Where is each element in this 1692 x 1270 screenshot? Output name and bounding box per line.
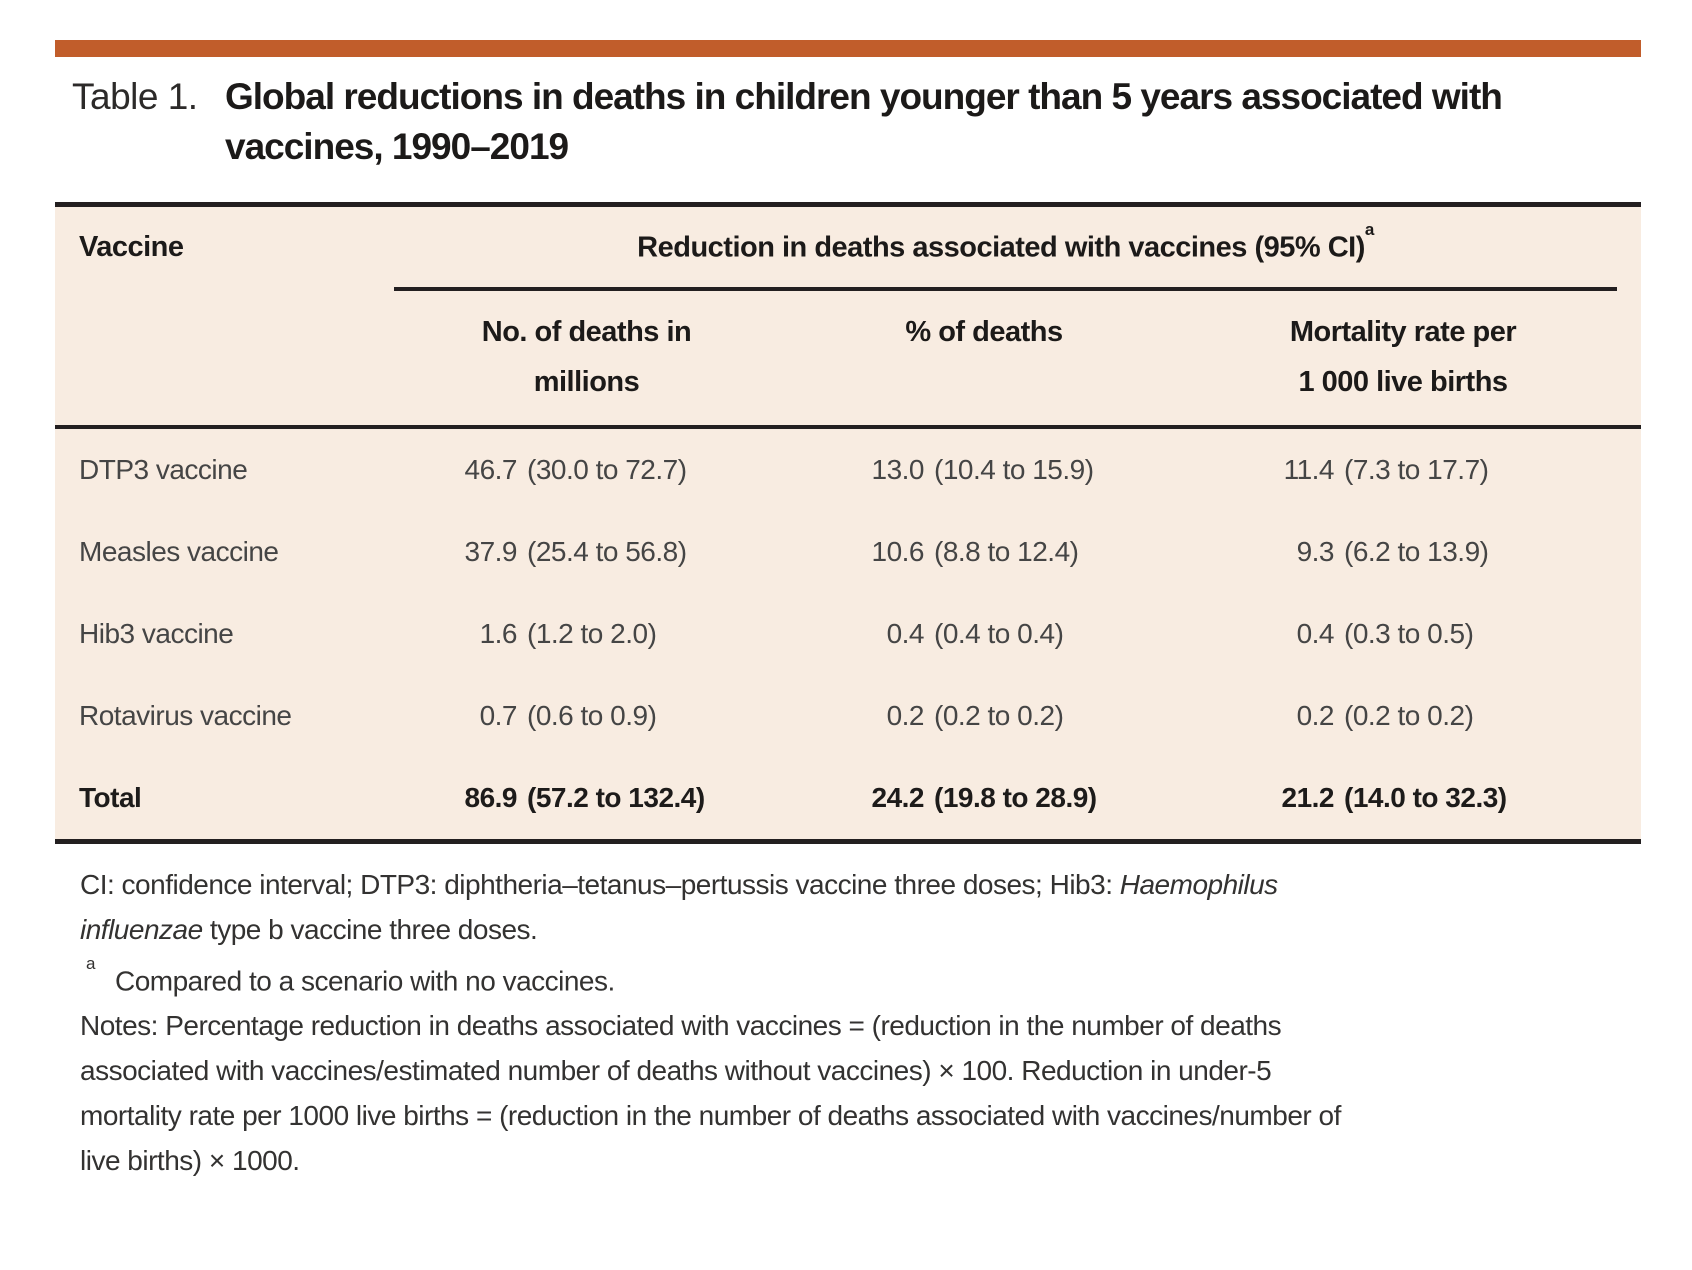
vaccine-name: Total: [79, 781, 142, 813]
column-header-pct-deaths: % of deaths: [779, 307, 1189, 407]
column-header-deaths-millions: No. of deaths in millions: [394, 307, 779, 407]
spanning-column-header: Reduction in deaths associated with vacc…: [394, 220, 1617, 291]
ci-range: (57.2 to 132.4): [527, 781, 705, 813]
subheader-spacer: [79, 307, 394, 407]
cell-deaths-millions: 1.6 (1.2 to 2.0): [394, 617, 779, 651]
ci-range: (30.0 to 72.7): [527, 453, 687, 485]
table-title: Table 1. Global reductions in deaths in …: [72, 72, 1592, 172]
cell-mortality-rate: 9.3 (6.2 to 13.9): [1189, 535, 1617, 569]
cell-pct-deaths: 10.6 (8.8 to 12.4): [779, 535, 1189, 569]
header-line: 1 000 live births: [1298, 365, 1508, 398]
cell-mortality-rate: 0.2 (0.2 to 0.2): [1189, 699, 1617, 733]
table-header-row-1: Vaccine Reduction in deaths associated w…: [79, 207, 1617, 291]
value: 21.2: [1281, 781, 1335, 813]
cell-pct-deaths: 0.4 (0.4 to 0.4): [779, 617, 1189, 651]
footnote-a: a Compared to a scenario with no vaccines…: [80, 952, 1580, 1003]
ci-range: (14.0 to 32.3): [1344, 781, 1507, 813]
abbreviations-line-2: influenzae type b vaccine three doses.: [80, 907, 1580, 952]
value: 1.6: [479, 617, 518, 649]
cell-mortality-rate: 0.4 (0.3 to 0.5): [1189, 617, 1617, 651]
table-title-line2: vaccines, 1990–2019: [225, 126, 569, 167]
cell-mortality-rate: 11.4 (7.3 to 17.7): [1189, 453, 1617, 487]
ci-range: (6.2 to 13.9): [1344, 535, 1489, 567]
spanning-header-text: Reduction in deaths associated with vacc…: [637, 231, 1365, 264]
cell-pct-deaths: 0.2 (0.2 to 0.2): [779, 699, 1189, 733]
value: 86.9: [464, 781, 518, 813]
vaccine-name: Rotavirus vaccine: [79, 699, 292, 731]
ci-range: (10.4 to 15.9): [934, 453, 1094, 485]
abbreviations-line-1: CI: confidence interval; DTP3: diphtheri…: [80, 862, 1580, 907]
value: 13.0: [871, 453, 925, 485]
table-title-text: Global reductions in deaths in children …: [225, 72, 1592, 172]
cell-deaths-millions: 0.7 (0.6 to 0.9): [394, 699, 779, 733]
cell-mortality-rate: 21.2 (14.0 to 32.3): [1189, 781, 1617, 815]
abbreviations-text: type b vaccine three doses.: [202, 914, 538, 945]
cell-pct-deaths: 24.2 (19.8 to 28.9): [779, 781, 1189, 815]
abbreviations-text: CI: confidence interval; DTP3: diphtheri…: [80, 869, 1120, 900]
notes-line-2: associated with vaccines/estimated numbe…: [80, 1055, 1272, 1087]
abbreviations-italic: Haemophilus: [1119, 869, 1278, 900]
vaccine-name: Hib3 vaccine: [79, 617, 234, 649]
cell-deaths-millions: 46.7 (30.0 to 72.7): [394, 453, 779, 487]
table-row-hib3: Hib3 vaccine 1.6 (1.2 to 2.0) 0.4 (0.4 t…: [79, 593, 1617, 675]
header-line: No. of deaths in: [481, 315, 692, 348]
notes-line-4: live births) × 1000.: [80, 1145, 300, 1177]
header-line: Mortality rate per: [1289, 315, 1517, 348]
ci-range: (0.4 to 0.4): [934, 617, 1064, 649]
value: 0.7: [479, 699, 518, 731]
ci-range: (25.4 to 56.8): [527, 535, 687, 567]
cell-deaths-millions: 37.9 (25.4 to 56.8): [394, 535, 779, 569]
value: 0.4: [1296, 617, 1335, 649]
ci-range: (7.3 to 17.7): [1344, 453, 1489, 485]
accent-bar: [55, 40, 1641, 57]
vaccine-name: Measles vaccine: [79, 535, 279, 567]
spanning-header-footnote-marker: a: [1364, 220, 1374, 239]
table-row-measles: Measles vaccine 37.9 (25.4 to 56.8) 10.6…: [79, 511, 1617, 593]
value: 0.2: [886, 699, 925, 731]
header-line: millions: [533, 365, 640, 398]
value: 0.2: [1296, 699, 1335, 731]
value: 11.4: [1283, 453, 1335, 485]
footnote-a-text: Compared to a scenario with no vaccines.: [114, 965, 615, 997]
column-header-vaccine: Vaccine: [79, 231, 184, 263]
data-table: Vaccine Reduction in deaths associated w…: [55, 202, 1641, 844]
ci-range: (8.8 to 12.4): [934, 535, 1079, 567]
table-header-row-2: No. of deaths in millions % of deaths Mo…: [79, 291, 1617, 425]
ci-range: (19.8 to 28.9): [934, 781, 1097, 813]
ci-range: (0.6 to 0.9): [527, 699, 657, 731]
value: 37.9: [464, 535, 518, 567]
value: 46.7: [464, 453, 518, 485]
table-title-line1: Global reductions in deaths in children …: [225, 76, 1503, 117]
value: 9.3: [1296, 535, 1335, 567]
abbreviations-italic: influenzae: [80, 914, 203, 945]
ci-range: (1.2 to 2.0): [527, 617, 657, 649]
table-number-label: Table 1.: [72, 76, 198, 117]
notes-line-3: mortality rate per 1000 live births = (r…: [80, 1100, 1341, 1132]
header-divider-rule: [55, 424, 1641, 429]
table-footnotes: CI: confidence interval; DTP3: diphtheri…: [80, 862, 1580, 1183]
table-row-rotavirus: Rotavirus vaccine 0.7 (0.6 to 0.9) 0.2 (…: [79, 675, 1617, 757]
column-header-mortality-rate: Mortality rate per 1 000 live births: [1189, 307, 1617, 407]
table-row-dtp3: DTP3 vaccine 46.7 (30.0 to 72.7) 13.0 (1…: [79, 429, 1617, 511]
vaccine-name: DTP3 vaccine: [79, 453, 248, 485]
cell-deaths-millions: 86.9 (57.2 to 132.4): [394, 781, 779, 815]
ci-range: (0.3 to 0.5): [1344, 617, 1474, 649]
footnote-a-marker: a: [86, 954, 95, 973]
value: 10.6: [871, 535, 925, 567]
table-row-total: Total 86.9 (57.2 to 132.4) 24.2 (19.8 to…: [79, 757, 1617, 839]
ci-range: (0.2 to 0.2): [934, 699, 1064, 731]
notes-line-1: Notes: Percentage reduction in deaths as…: [80, 1010, 1282, 1042]
ci-range: (0.2 to 0.2): [1344, 699, 1474, 731]
value: 24.2: [871, 781, 925, 813]
cell-pct-deaths: 13.0 (10.4 to 15.9): [779, 453, 1189, 487]
header-line: % of deaths: [905, 315, 1063, 348]
value: 0.4: [886, 617, 925, 649]
